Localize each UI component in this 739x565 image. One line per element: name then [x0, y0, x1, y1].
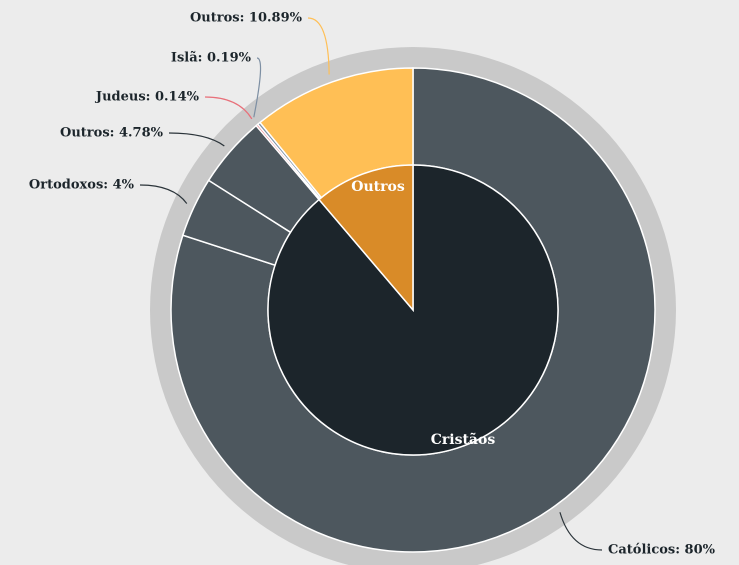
page: {"chart_data": {"type": "sunburst", "ser…	[0, 0, 739, 565]
data-label: Judeus: 0.14%	[95, 90, 200, 105]
data-label: Islã: 0.19%	[171, 51, 252, 66]
data-label: Católicos: 80%	[608, 543, 716, 558]
data-label: Outros: 4.78%	[60, 126, 164, 141]
data-label: Ortodoxos: 4%	[29, 178, 135, 193]
chart: Católicos: 80% Ortodoxos: 4% Outros: 4.78%…	[0, 0, 739, 565]
data-label: Outros: 10.89%	[190, 11, 303, 26]
inner-label: Outros	[351, 179, 405, 195]
inner-label: Cristãos	[431, 431, 496, 448]
